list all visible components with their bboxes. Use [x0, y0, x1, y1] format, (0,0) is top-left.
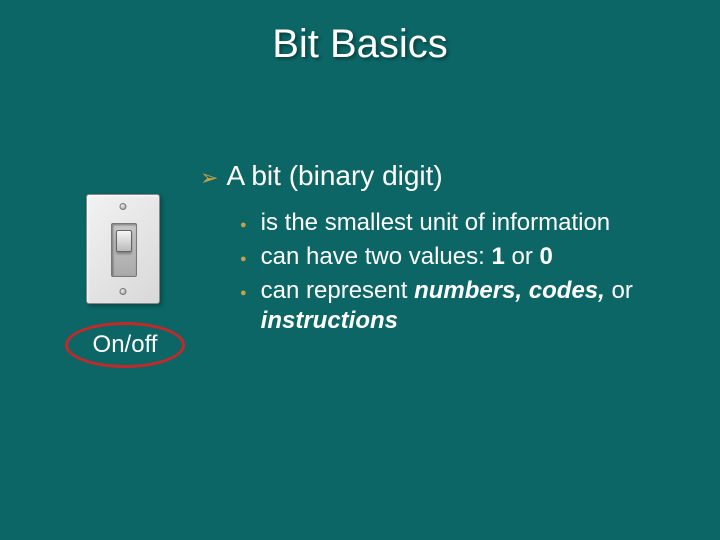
content-area: ➢ A bit (binary digit) ● is the smallest… [200, 160, 700, 338]
dot-bullet-icon: ● [240, 208, 247, 240]
sub-item-text: is the smallest unit of information [261, 208, 611, 238]
list-item: ● can have two values: 1 or 0 [240, 242, 700, 274]
screw-icon [120, 288, 127, 295]
sub-bullet-list: ● is the smallest unit of information ● … [240, 208, 700, 336]
top-bullet-text: A bit (binary digit) [226, 160, 442, 192]
arrow-bullet-icon: ➢ [200, 160, 218, 194]
slide-title: Bit Basics [0, 22, 720, 67]
caption-text: On/off [65, 322, 185, 368]
dot-bullet-icon: ● [240, 276, 247, 308]
sub-item-text: can have two values: 1 or 0 [261, 242, 553, 272]
switch-well [111, 223, 137, 277]
list-item: ● is the smallest unit of information [240, 208, 700, 240]
switch-plate [86, 194, 160, 304]
slide: Bit Basics On/off ➢ A bit (binary digit)… [0, 0, 720, 540]
sub-item-text: can represent numbers, codes, or instruc… [261, 276, 700, 336]
switch-toggle [116, 230, 132, 252]
top-bullet: ➢ A bit (binary digit) [200, 160, 700, 194]
list-item: ● can represent numbers, codes, or instr… [240, 276, 700, 336]
caption-group: On/off [65, 322, 185, 368]
light-switch-graphic [86, 194, 160, 304]
dot-bullet-icon: ● [240, 242, 247, 274]
screw-icon [120, 203, 127, 210]
